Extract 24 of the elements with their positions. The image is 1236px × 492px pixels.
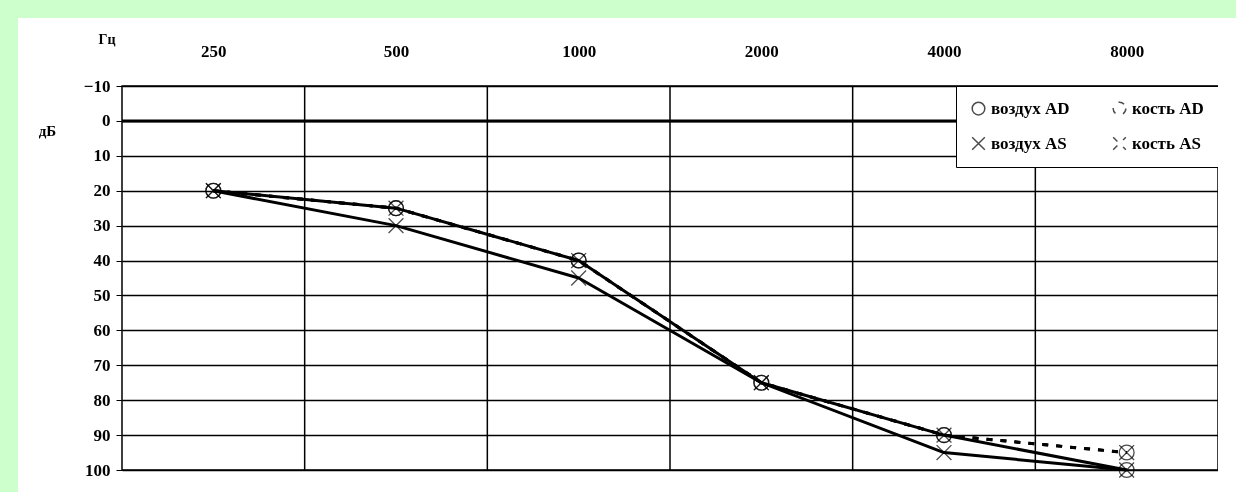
x-tick-label: 500 <box>383 41 410 61</box>
x-tick-label: 4000 <box>927 41 962 61</box>
x-tick-label: 1000 <box>562 41 597 61</box>
y-tick-label: 0 <box>102 111 111 131</box>
legend-label: воздух AS <box>991 133 1067 153</box>
y-tick-label: 100 <box>85 460 111 480</box>
y-tick-label: 80 <box>93 390 111 410</box>
legend-label: кость AD <box>1132 98 1204 118</box>
legend-label: кость AS <box>1132 133 1201 153</box>
y-axis-title: дБ <box>38 122 57 139</box>
x-tick-label: 250 <box>201 41 227 61</box>
x-tick-label: 2000 <box>744 41 779 61</box>
y-tick-label: 30 <box>93 216 111 236</box>
y-tick-label: 90 <box>93 425 111 445</box>
legend-label: воздух AD <box>991 98 1070 118</box>
y-tick-label: 10 <box>93 146 111 166</box>
y-tick-label: 50 <box>93 285 111 305</box>
y-tick-label: 60 <box>93 320 111 340</box>
y-tick-label: 20 <box>93 181 111 201</box>
y-tick-label: 70 <box>93 355 111 375</box>
y-tick-label: −10 <box>83 76 111 96</box>
x-axis-title: Гц <box>98 31 116 47</box>
y-tick-label: 40 <box>93 251 111 271</box>
x-tick-label: 8000 <box>1110 41 1145 61</box>
